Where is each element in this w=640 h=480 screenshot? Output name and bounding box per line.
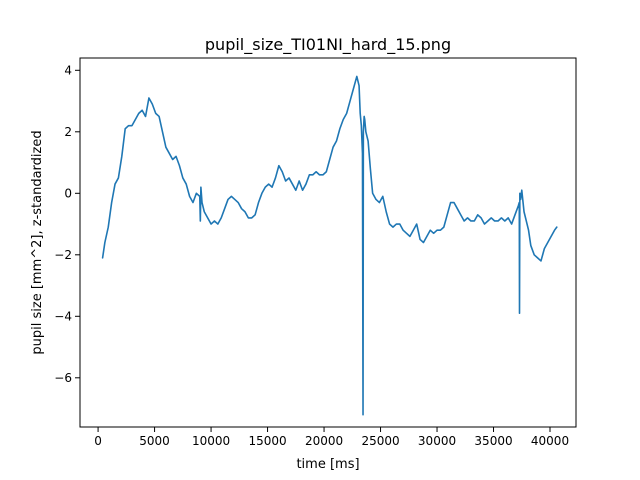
series-line-0 xyxy=(101,75,558,416)
x-tick-label: 30000 xyxy=(418,434,456,448)
y-tick-label: 4 xyxy=(64,63,72,77)
x-tick-label: 0 xyxy=(94,434,102,448)
x-axis: 0 5000 10000 15000 20000 25000 30000 35000 40000 xyxy=(94,427,569,448)
y-tick-label: −4 xyxy=(54,309,72,323)
y-tick-label: −6 xyxy=(54,371,72,385)
chart-title: pupil_size_TI01NI_hard_15.png xyxy=(205,35,451,55)
x-tick-label: 5000 xyxy=(139,434,170,448)
y-tick-label: 2 xyxy=(64,125,72,139)
plot-area xyxy=(101,75,558,416)
x-tick-label: 40000 xyxy=(531,434,569,448)
x-tick-label: 10000 xyxy=(192,434,230,448)
x-tick-label: 25000 xyxy=(361,434,399,448)
x-tick-label: 20000 xyxy=(305,434,343,448)
y-axis: −6 −4 −2 0 2 4 xyxy=(54,63,80,385)
y-tick-label: −2 xyxy=(54,248,72,262)
y-tick-label: 0 xyxy=(64,186,72,200)
x-tick-label: 35000 xyxy=(474,434,512,448)
x-tick-label: 15000 xyxy=(248,434,286,448)
y-axis-label: pupil size [mm^2], z-standardized xyxy=(30,130,45,354)
axes-frame xyxy=(79,57,577,428)
x-axis-label: time [ms] xyxy=(296,457,359,472)
